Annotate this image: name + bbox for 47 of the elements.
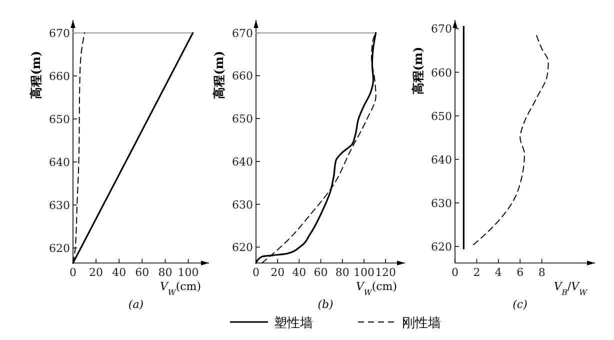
x-tick-label: 0 [252, 266, 260, 279]
x-tick-label: 100 [353, 266, 374, 279]
y-axis-title: 高程(m) [212, 50, 226, 99]
x-tick-label: 40 [112, 266, 126, 279]
x-tick-label: 6 [516, 266, 524, 279]
y-tick-label: 630 [232, 198, 253, 212]
x-tick-label: 8 [538, 266, 546, 279]
x-tick-label: 120 [375, 266, 396, 279]
x-tick-label: 0 [70, 266, 76, 279]
x-tick-label: 80 [158, 266, 172, 279]
x-axis-title: V$_{B}$/V$_{W}$ [554, 280, 588, 296]
x-tick-label: 2 [473, 266, 480, 279]
text: (a) [128, 298, 144, 311]
x-tick-label: 20 [270, 266, 285, 279]
legend-label: 刚性墙 [402, 316, 441, 331]
y-tick-label: 650 [232, 112, 253, 126]
y-tick-label: 660 [49, 70, 70, 83]
text: (b) [318, 298, 334, 311]
x-tick-label: 40 [292, 266, 306, 279]
y-tick-label: 620 [232, 241, 253, 254]
y-tick-label: 670 [431, 22, 452, 36]
x-tick-label: 0 [452, 266, 458, 279]
y-tick-label: 640 [232, 155, 253, 168]
y-tick-label: 640 [49, 156, 70, 169]
y-tick-label: 630 [49, 198, 70, 212]
y-axis-title: 高程(m) [411, 46, 425, 95]
y-tick-label: 670 [49, 26, 70, 40]
y-tick-label: 640 [431, 153, 452, 166]
x-tick-label: 60 [314, 266, 328, 279]
y-tick-label: 660 [431, 66, 452, 80]
y-tick-label: 670 [232, 26, 253, 40]
x-tick-label: 60 [135, 266, 150, 279]
y-tick-label: 620 [431, 240, 452, 254]
y-tick-label: 650 [49, 112, 70, 126]
text: (c) [512, 298, 528, 311]
x-tick-label: 100 [178, 266, 199, 279]
y-tick-label: 660 [232, 70, 253, 83]
y-tick-label: 630 [431, 196, 452, 210]
x-tick-label: 80 [335, 266, 350, 279]
x-axis-title: V$_{W}$(cm) [160, 280, 201, 296]
y-tick-label: 650 [431, 110, 452, 123]
x-axis-title: V$_{W}$(cm) [356, 280, 397, 296]
x-tick-label: 20 [89, 266, 104, 279]
legend-label: 塑性墙 [274, 315, 313, 331]
x-tick-label: 4 [494, 266, 502, 279]
y-tick-label: 620 [49, 242, 70, 255]
y-axis-title: 高程(m) [29, 50, 43, 99]
